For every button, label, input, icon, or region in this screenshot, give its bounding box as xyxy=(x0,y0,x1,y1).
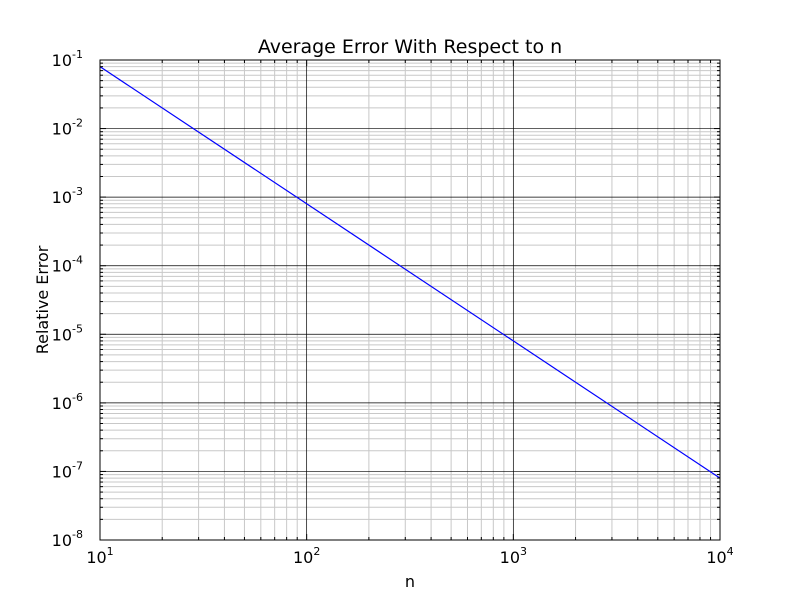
y-tick-labels: 10-810-710-610-510-410-310-210-1 xyxy=(52,48,83,550)
series-layer xyxy=(99,66,721,479)
major-gridlines xyxy=(100,60,720,540)
y-tick-label-base: 10 xyxy=(52,257,72,276)
minor-gridlines xyxy=(100,60,720,540)
x-tick-label: 104 xyxy=(706,545,733,567)
y-axis-label: Relative Error xyxy=(33,245,52,354)
plot-area-background xyxy=(100,60,720,540)
y-tick-label-base: 10 xyxy=(52,325,72,344)
x-tick-label-exponent: 1 xyxy=(107,545,114,558)
y-tick-label-exponent: -4 xyxy=(72,254,83,267)
axis-ticks xyxy=(99,59,721,541)
x-tick-label-base: 10 xyxy=(293,548,313,567)
y-tick-label-exponent: -7 xyxy=(72,459,83,472)
y-tick-label: 10-3 xyxy=(52,185,83,207)
y-tick-label-base: 10 xyxy=(52,188,72,207)
y-tick-label-exponent: -3 xyxy=(72,185,83,198)
y-tick-label-exponent: -8 xyxy=(72,528,83,541)
x-tick-label: 102 xyxy=(293,545,320,567)
y-tick-label: 10-8 xyxy=(52,528,83,550)
x-tick-label: 103 xyxy=(500,545,527,567)
x-axis-label: n xyxy=(405,572,415,591)
plot-frame xyxy=(99,59,721,541)
x-tick-label-exponent: 3 xyxy=(520,545,527,558)
x-tick-label-base: 10 xyxy=(706,548,726,567)
chart-title: Average Error With Respect to n xyxy=(258,36,562,58)
y-tick-label-exponent: -6 xyxy=(72,391,83,404)
y-tick-label: 10-4 xyxy=(52,254,83,276)
y-tick-label-base: 10 xyxy=(52,462,72,481)
y-tick-label: 10-2 xyxy=(52,117,83,139)
x-tick-labels: 101 102 103 104 xyxy=(86,545,733,567)
y-tick-label: 10-6 xyxy=(52,391,83,413)
series-line xyxy=(99,66,721,479)
y-tick-label-base: 10 xyxy=(52,531,72,550)
y-tick-label: 10-7 xyxy=(52,459,83,481)
y-tick-label-base: 10 xyxy=(52,51,72,70)
y-tick-label: 10-1 xyxy=(52,48,83,70)
y-tick-label-base: 10 xyxy=(52,120,72,139)
y-tick-label-exponent: -5 xyxy=(72,322,83,335)
y-tick-label-base: 10 xyxy=(52,394,72,413)
x-tick-label-exponent: 2 xyxy=(313,545,320,558)
y-tick-label-exponent: -2 xyxy=(72,117,83,130)
x-tick-label-base: 10 xyxy=(500,548,520,567)
x-tick-label-base: 10 xyxy=(86,548,106,567)
x-tick-label: 101 xyxy=(86,545,113,567)
y-tick-label-exponent: -1 xyxy=(72,48,83,61)
x-tick-label-exponent: 4 xyxy=(727,545,734,558)
y-tick-label: 10-5 xyxy=(52,322,83,344)
